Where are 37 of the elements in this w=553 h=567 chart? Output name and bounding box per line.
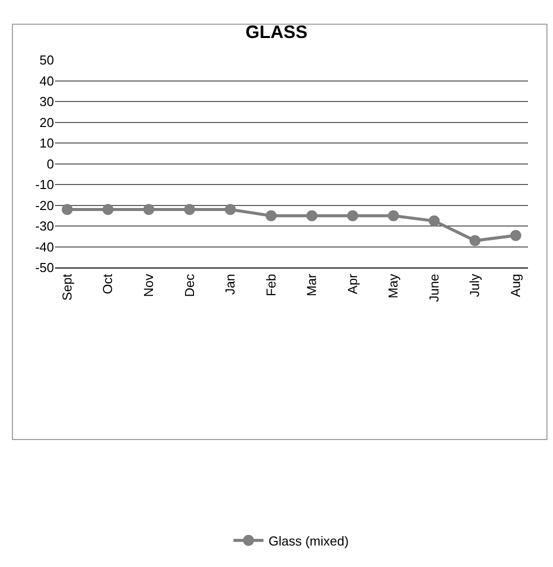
point	[102, 204, 114, 215]
y-tick-label: 10	[40, 136, 54, 151]
y-tick-label: -10	[35, 177, 54, 192]
point	[62, 204, 73, 215]
y-tick-label: -40	[35, 239, 54, 254]
point	[388, 210, 399, 222]
y-tick-label: -30	[35, 218, 54, 234]
x-tick-label: July	[467, 273, 482, 297]
point	[469, 235, 480, 246]
y-tick-label: 0	[46, 156, 54, 172]
chart-title: GLASS	[245, 22, 308, 42]
point	[510, 230, 522, 241]
y-tick-label: 20	[40, 114, 54, 130]
x-tick-label: Dec	[182, 273, 197, 297]
y-tick-label: 50	[40, 52, 54, 68]
point	[184, 204, 196, 215]
point	[266, 210, 277, 222]
x-tick-label: Feb	[263, 274, 278, 296]
y-tick-label: 40	[40, 73, 54, 88]
x-tick-label: Apr	[344, 273, 360, 294]
y-tick-label: -50	[35, 260, 54, 276]
x-tick-label: Aug	[508, 274, 523, 297]
x-tick-label: May	[386, 273, 401, 298]
x-tick-label: Nov	[141, 273, 156, 297]
x-tick-label: Sept	[59, 273, 74, 301]
point	[306, 210, 318, 222]
x-tick-label: Oct	[100, 273, 116, 294]
x-tick-label: Mar	[304, 273, 320, 296]
x-tick-label: Jan	[222, 274, 238, 295]
point	[143, 204, 154, 215]
y-tick-label: -20	[35, 198, 54, 213]
point	[224, 204, 236, 215]
legend-label: Glass (mixed)	[268, 533, 349, 548]
point	[428, 215, 440, 226]
point	[347, 210, 358, 222]
y-tick-label: 30	[40, 94, 54, 110]
x-tick-label: June	[426, 274, 442, 302]
